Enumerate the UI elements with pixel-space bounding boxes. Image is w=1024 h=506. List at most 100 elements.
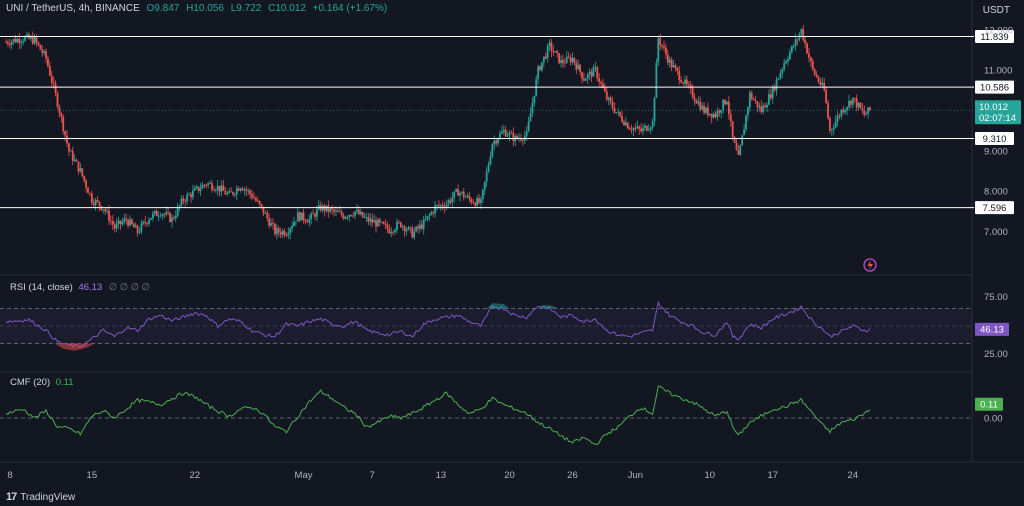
candle — [769, 94, 772, 99]
axes-layer: 11.83910.5869.3107.59612.00011.00010.000… — [7, 25, 1021, 481]
x-tick-label: May — [295, 470, 313, 481]
candle — [729, 114, 732, 122]
candle — [241, 188, 244, 191]
candle — [270, 223, 273, 226]
candle — [169, 212, 171, 222]
candle — [5, 42, 7, 43]
candle — [710, 113, 713, 118]
candle — [577, 64, 580, 70]
candle — [52, 82, 55, 84]
candle — [453, 191, 456, 198]
brand-name: TradingView — [20, 491, 76, 503]
candle — [716, 110, 719, 117]
candle — [510, 132, 513, 134]
candle — [104, 209, 107, 212]
candle — [819, 81, 822, 85]
candle — [22, 40, 25, 42]
candle — [441, 204, 444, 207]
candle — [83, 175, 86, 181]
candle — [678, 70, 681, 81]
candle — [323, 205, 326, 212]
candle — [741, 135, 744, 146]
candle — [281, 230, 284, 235]
candle — [342, 215, 345, 219]
candle — [409, 227, 412, 228]
candle — [251, 194, 253, 198]
rsi-label[interactable]: RSI (14, close) — [10, 282, 73, 293]
candle — [428, 214, 431, 216]
candle — [350, 214, 353, 216]
candle — [668, 59, 671, 63]
candle — [613, 107, 616, 113]
candle — [562, 59, 564, 63]
rsi-tick-label: 25.00 — [984, 349, 1008, 360]
candle — [438, 205, 440, 207]
candle — [420, 224, 423, 229]
rsi-value-badge — [975, 322, 1009, 336]
candle — [405, 229, 408, 232]
open-value: O9.847 — [146, 3, 180, 14]
candle — [659, 38, 662, 45]
candle — [628, 128, 631, 130]
candle — [600, 81, 602, 84]
candle — [367, 217, 370, 222]
y-tick-label: 7.000 — [984, 227, 1008, 238]
candle — [657, 38, 660, 63]
candle — [8, 43, 11, 46]
candle — [16, 38, 19, 43]
cmf-value: 0.11 — [55, 377, 74, 388]
candle — [655, 62, 658, 98]
candle — [430, 212, 433, 215]
cmf-label[interactable]: CMF (20) — [10, 377, 51, 388]
candle — [661, 44, 664, 47]
candle — [29, 37, 32, 39]
candle — [851, 97, 854, 105]
candle — [79, 168, 82, 172]
symbol-title[interactable]: UNI / TetherUS, 4h, BINANCE — [6, 3, 140, 14]
candle — [459, 192, 461, 196]
candle — [407, 227, 410, 230]
candle — [558, 53, 561, 64]
candle — [762, 105, 765, 112]
rsi-value: 46.13 — [78, 282, 103, 293]
cmf-legend: CMF (20) 0.11 — [10, 377, 74, 388]
candle — [247, 190, 250, 192]
candle — [813, 69, 816, 75]
candle — [665, 47, 667, 55]
candle — [623, 121, 625, 126]
candle — [218, 185, 221, 192]
candle — [823, 82, 826, 90]
candle — [315, 209, 318, 217]
candle — [153, 210, 156, 214]
brand[interactable]: 17 TradingView — [6, 491, 75, 503]
candle — [96, 199, 99, 202]
candle — [460, 191, 463, 193]
candle — [624, 122, 627, 126]
candle — [548, 42, 551, 46]
candle — [756, 101, 759, 108]
candle — [388, 228, 391, 234]
candle — [335, 210, 337, 212]
x-tick-label: 17 — [767, 470, 778, 481]
candle — [481, 189, 484, 200]
candle — [188, 194, 190, 196]
candle — [499, 133, 501, 140]
candle — [348, 214, 351, 218]
candle — [733, 137, 736, 143]
candle — [411, 227, 414, 238]
candle — [586, 74, 589, 79]
candle — [148, 219, 150, 224]
candle — [392, 231, 395, 233]
candle — [287, 233, 290, 236]
candle — [113, 224, 116, 229]
candle — [89, 193, 91, 195]
x-tick-label: 8 — [7, 470, 12, 481]
level-badge — [975, 132, 1014, 146]
rsi-overbought-fill — [486, 303, 510, 309]
candle — [233, 194, 236, 196]
candle — [737, 149, 740, 155]
price-unit[interactable]: USDT — [982, 5, 1010, 16]
candle — [806, 43, 808, 54]
lightning-icon[interactable] — [863, 258, 877, 272]
